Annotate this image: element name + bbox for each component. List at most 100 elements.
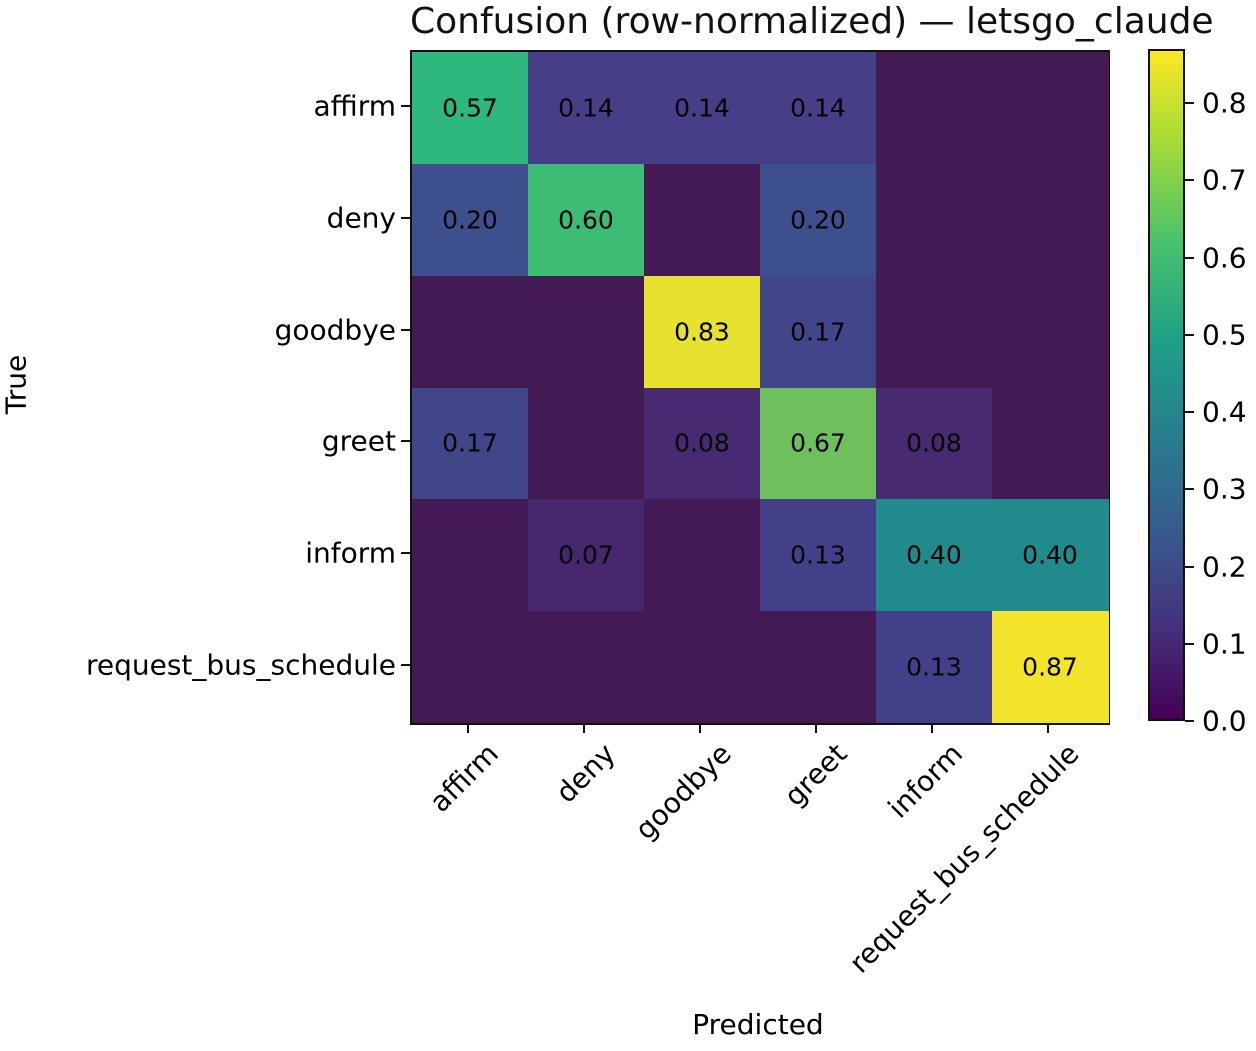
heatmap-cell: [992, 163, 1109, 277]
tick-mark: [401, 216, 410, 219]
colorbar-tick-label: 0.6: [1202, 241, 1247, 275]
tick-mark: [815, 723, 817, 733]
tick-mark: [931, 723, 933, 733]
heatmap-cell: [876, 275, 993, 388]
colorbar-tick-label: 0.5: [1202, 318, 1247, 352]
cell-value: 0.17: [790, 317, 846, 347]
tick-mark: [401, 552, 410, 555]
y-axis-label: True: [0, 354, 33, 414]
heatmap-cell: [644, 387, 761, 500]
x-tick-label: greet: [777, 737, 854, 813]
chart-title: Confusion (row-normalized) — letsgo_clau…: [410, 1, 1214, 42]
tick-mark: [401, 664, 410, 667]
tick-mark: [1185, 102, 1194, 105]
cell-value: 0.14: [674, 93, 730, 123]
cell-value: 0.17: [442, 428, 498, 458]
colorbar-tick-label: 0.1: [1202, 627, 1247, 661]
x-tick-label: request_bus_schedule: [842, 737, 1086, 980]
cell-value: 0.20: [442, 205, 498, 235]
heatmap-cell: [412, 499, 529, 612]
tick-mark: [583, 723, 585, 733]
heatmap-cell: [876, 611, 993, 724]
heatmap-cell: [644, 52, 761, 165]
tick-mark: [467, 723, 469, 733]
y-tick-label: inform: [305, 536, 396, 570]
tick-mark: [1185, 179, 1194, 182]
heatmap-cell: [528, 387, 645, 500]
heatmap-cell: [760, 52, 877, 165]
y-tick-label: deny: [326, 201, 396, 235]
x-axis-label: Predicted: [692, 1008, 824, 1041]
heatmap-cell: [876, 387, 993, 500]
heatmap-cell: [760, 611, 877, 724]
cell-value: 0.07: [558, 540, 614, 570]
heatmap-cell: [528, 52, 645, 165]
cell-value: 0.67: [790, 428, 846, 458]
tick-mark: [1185, 333, 1194, 336]
tick-mark: [401, 328, 410, 331]
heatmap-cell: [644, 163, 761, 277]
tick-mark: [1185, 256, 1194, 259]
heatmap-cell: [412, 52, 529, 165]
y-tick-label: request_bus_schedule: [85, 648, 396, 682]
colorbar-tick-label: 0.7: [1202, 163, 1247, 197]
tick-mark: [1185, 642, 1194, 645]
cell-value: 0.08: [674, 428, 730, 458]
heatmap-cell: [992, 52, 1109, 165]
heatmap-cell: [528, 499, 645, 612]
heatmap-cell: [644, 499, 761, 612]
cell-value: 0.40: [906, 540, 962, 570]
cell-value: 0.13: [790, 540, 846, 570]
tick-mark: [699, 723, 701, 733]
colorbar-tick-label: 0.3: [1202, 472, 1247, 506]
heatmap-cell: [528, 163, 645, 277]
heatmap-cell: [992, 499, 1109, 612]
heatmap-cell: [876, 499, 993, 612]
heatmap-cell: [876, 163, 993, 277]
cell-value: 0.60: [558, 205, 614, 235]
tick-mark: [1185, 411, 1194, 414]
tick-mark: [1185, 565, 1194, 568]
colorbar-gradient: [1148, 49, 1185, 721]
heatmap-cell: [992, 611, 1109, 724]
cell-value: 0.20: [790, 205, 846, 235]
colorbar-tick-label: 0.8: [1202, 86, 1247, 120]
x-tick-label: affirm: [423, 737, 506, 819]
heatmap-cell: [760, 499, 877, 612]
x-tick-label: goodbye: [628, 737, 738, 847]
tick-mark: [401, 440, 410, 443]
colorbar-tick-label: 0.0: [1202, 704, 1247, 738]
tick-mark: [1185, 488, 1194, 491]
y-tick-label: goodbye: [274, 313, 396, 347]
heatmap-cell: [760, 275, 877, 388]
heatmap-cell: [876, 52, 993, 165]
heatmap-cell: [992, 275, 1109, 388]
heatmap-cell: [760, 163, 877, 277]
cell-value: 0.40: [1022, 540, 1078, 570]
y-tick-label: affirm: [313, 89, 396, 123]
x-tick-label: deny: [548, 737, 622, 810]
cell-value: 0.87: [1022, 652, 1078, 682]
cell-value: 0.14: [558, 93, 614, 123]
heatmap-cell: [644, 275, 761, 388]
x-tick-label: inform: [881, 737, 970, 825]
heatmap-cell: [760, 387, 877, 500]
heatmap-cell: [412, 275, 529, 388]
heatmap-cell: [644, 611, 761, 724]
tick-mark: [1047, 723, 1049, 733]
tick-mark: [1185, 720, 1194, 722]
heatmap-cell: [528, 611, 645, 724]
tick-mark: [401, 104, 410, 107]
heatmap-cell: [412, 163, 529, 277]
cell-value: 0.57: [442, 93, 498, 123]
cell-value: 0.83: [674, 317, 730, 347]
heatmap-cell: [992, 387, 1109, 500]
colorbar-tick-label: 0.4: [1202, 395, 1247, 429]
heatmap-cell: [412, 387, 529, 500]
cell-value: 0.14: [790, 93, 846, 123]
heatmap-cell: [412, 611, 529, 724]
cell-value: 0.08: [906, 428, 962, 458]
cell-value: 0.13: [906, 652, 962, 682]
y-tick-label: greet: [321, 424, 396, 458]
